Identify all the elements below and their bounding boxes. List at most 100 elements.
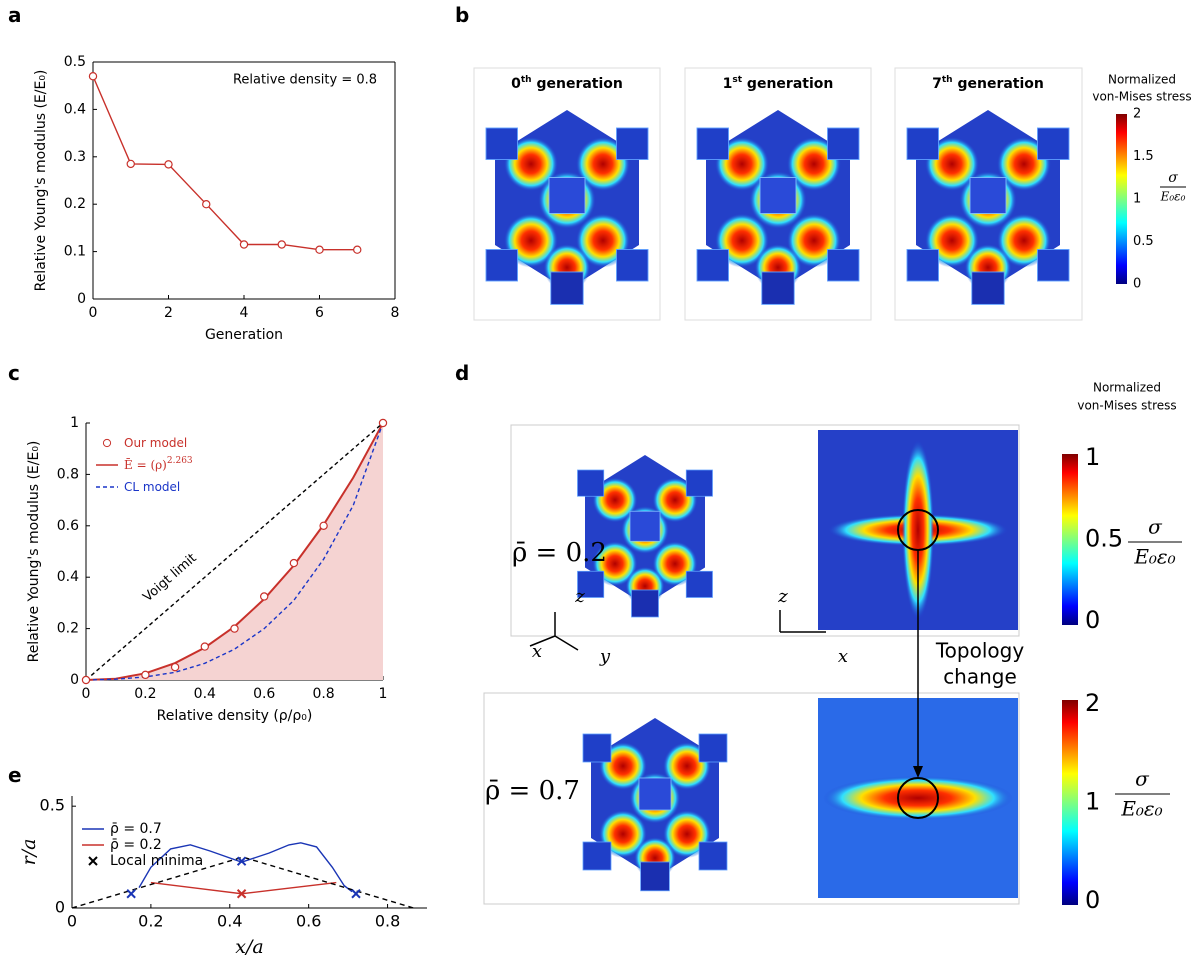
line — [85, 422, 384, 681]
y-tick-label: 0.5 — [64, 54, 86, 70]
y-tick-label: 0.6 — [57, 518, 79, 534]
x-tick-label: 0.6 — [296, 912, 321, 931]
legend-text: ρ̄ = 0.7 — [110, 821, 162, 837]
colorbar-tick-label: 0.5 — [1085, 525, 1123, 553]
marker — [239, 240, 249, 249]
y-tick-label: 0.1 — [64, 244, 86, 260]
title-part: 0 — [511, 76, 521, 92]
x-axis-label: x/a — [235, 936, 263, 958]
colorbar-tick-label: 1.5 — [1133, 149, 1154, 164]
legend-sup: 2.263 — [167, 456, 193, 466]
colorbar-symbol: σ — [1168, 170, 1178, 186]
colorbar-tick-label: 0 — [1085, 886, 1100, 914]
legend-label: Local minima — [110, 853, 203, 869]
y-tick-label: 0.4 — [64, 101, 86, 117]
colorbar-symbol: σ — [1135, 767, 1150, 791]
y-tick-label: 0.4 — [57, 569, 79, 585]
panel-d-images — [483, 424, 1020, 905]
axis-label: y — [599, 646, 611, 667]
y-tick-label: 0 — [70, 672, 79, 688]
marker — [170, 662, 180, 672]
panel-label: e — [8, 763, 22, 787]
marker — [378, 418, 388, 428]
legend-text: Ē = (ρ) — [124, 457, 167, 472]
y-tick-label: 0.5 — [40, 796, 65, 815]
legend-text: Local minima — [110, 853, 203, 869]
legend-label: ρ̄ = 0.2 — [110, 837, 162, 853]
legend-text: Our model — [124, 436, 187, 450]
title-part: 1 — [723, 76, 733, 92]
title-sup: th — [521, 75, 532, 85]
annotation: Topology — [935, 639, 1024, 663]
colorbar-symbol: σ — [1148, 515, 1163, 539]
legend-text: ρ̄ = 0.2 — [110, 837, 162, 853]
colorbar-title: Normalized — [1108, 73, 1176, 87]
marker — [319, 521, 328, 531]
colorbar-tick-label: 2 — [1133, 107, 1141, 122]
x-tick-label: 0 — [89, 305, 98, 321]
y-tick-label: 0.2 — [57, 621, 79, 637]
legend-label: ρ̄ = 0.7 — [110, 821, 162, 837]
y-tick-label: 0.2 — [64, 196, 86, 212]
axis-label: z — [777, 586, 788, 607]
x-tick-label: 0.2 — [138, 912, 163, 931]
marker — [164, 160, 173, 169]
colorbar-tick-label: 0 — [1133, 277, 1141, 292]
legend-label: Our model — [124, 436, 187, 450]
marker — [351, 889, 361, 899]
x-tick-label: 0 — [67, 912, 77, 931]
axis-label: x — [838, 646, 848, 667]
colorbar-tick-label: 1 — [1085, 443, 1100, 471]
y-tick-label: 0 — [55, 898, 65, 917]
annotation: Voigt limit — [140, 551, 199, 605]
title-part: generation — [953, 76, 1044, 92]
image-title: 1st generation — [723, 75, 834, 93]
annotation: change — [943, 665, 1017, 689]
colorbar-title: von-Mises stress — [1077, 399, 1176, 413]
annotation: Relative density = 0.8 — [233, 73, 377, 88]
colorbar-tick-label: 2 — [1085, 689, 1100, 717]
panel-label: d — [455, 361, 469, 385]
colorbar-tick-label: 0.5 — [1133, 234, 1154, 249]
panel-b-images — [473, 67, 1083, 321]
x-tick-label: 1 — [379, 686, 388, 702]
colorbar — [1062, 700, 1078, 905]
y-axis-label: Relative Young's modulus (E/E₀) — [33, 70, 49, 292]
axis-label: z — [574, 586, 585, 607]
line — [92, 75, 358, 251]
marker — [88, 72, 98, 81]
marker — [289, 558, 299, 568]
marker — [141, 670, 150, 680]
y-tick-label: 0.3 — [64, 149, 86, 165]
rho-label: ρ̄ = 0.2 — [512, 538, 607, 568]
x-tick-label: 2 — [164, 305, 173, 321]
colorbar-tick-label: 1 — [1133, 192, 1141, 207]
colorbar-denominator: E₀ε₀ — [1133, 545, 1175, 569]
legend-label: CL model — [124, 480, 180, 494]
marker — [126, 159, 135, 169]
marker — [126, 889, 136, 899]
y-axis-label: r/a — [18, 839, 40, 866]
x-tick-label: 0 — [82, 686, 91, 702]
x-tick-label: 0.4 — [217, 912, 242, 931]
panel-label: a — [8, 3, 22, 27]
area — [86, 423, 383, 680]
title-sup: st — [732, 75, 742, 85]
y-tick-label: 0 — [77, 291, 86, 307]
legend-text: CL model — [124, 480, 180, 494]
marker — [230, 624, 239, 633]
panel-label: b — [455, 3, 469, 27]
x-tick-label: 6 — [315, 305, 324, 321]
legend-swatch — [102, 438, 112, 448]
y-axis-label: Relative Young's modulus (E/E₀) — [26, 441, 42, 663]
title-sup: th — [942, 75, 953, 85]
colorbar-title: Normalized — [1093, 381, 1161, 395]
colorbar — [1062, 454, 1078, 625]
image-title: 0th generation — [511, 75, 623, 93]
x-axis-label: Relative density (ρ/ρ₀) — [157, 708, 313, 724]
x-tick-label: 0.6 — [253, 686, 275, 702]
title-part: generation — [532, 76, 623, 92]
marker — [202, 199, 211, 209]
colorbar-tick-label: 1 — [1085, 788, 1100, 816]
